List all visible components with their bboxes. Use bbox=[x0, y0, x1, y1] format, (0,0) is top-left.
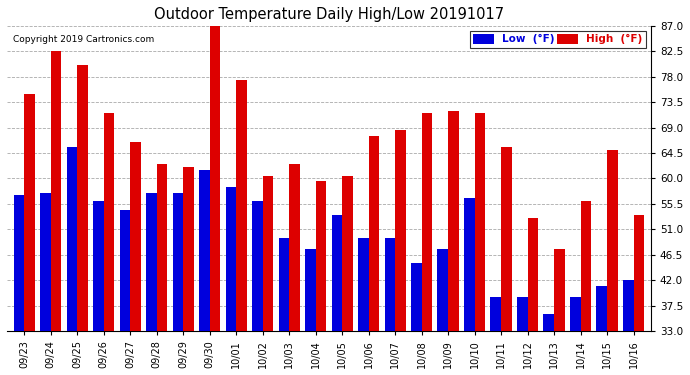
Text: Copyright 2019 Cartronics.com: Copyright 2019 Cartronics.com bbox=[13, 35, 155, 44]
Bar bbox=[475, 114, 485, 331]
Bar bbox=[119, 210, 130, 331]
Bar bbox=[289, 164, 299, 331]
Bar bbox=[448, 111, 459, 331]
Bar bbox=[368, 136, 380, 331]
Bar bbox=[130, 142, 141, 331]
Bar bbox=[607, 150, 618, 331]
Bar bbox=[236, 80, 247, 331]
Bar bbox=[596, 286, 607, 331]
Bar bbox=[66, 147, 77, 331]
Bar bbox=[146, 193, 157, 331]
Bar bbox=[183, 167, 194, 331]
Bar bbox=[570, 297, 580, 331]
Bar bbox=[544, 314, 554, 331]
Bar bbox=[14, 195, 24, 331]
Bar bbox=[50, 51, 61, 331]
Bar bbox=[437, 249, 448, 331]
Title: Outdoor Temperature Daily High/Low 20191017: Outdoor Temperature Daily High/Low 20191… bbox=[154, 7, 504, 22]
Bar bbox=[331, 215, 342, 331]
Bar bbox=[172, 193, 183, 331]
Bar bbox=[411, 263, 422, 331]
Bar bbox=[580, 201, 591, 331]
Bar bbox=[633, 215, 644, 331]
Bar bbox=[395, 130, 406, 331]
Bar bbox=[104, 114, 115, 331]
Bar bbox=[40, 193, 50, 331]
Bar bbox=[199, 170, 210, 331]
Bar bbox=[517, 297, 528, 331]
Bar bbox=[24, 94, 34, 331]
Bar bbox=[263, 176, 273, 331]
Bar bbox=[554, 249, 564, 331]
Bar bbox=[279, 238, 289, 331]
Bar bbox=[210, 20, 220, 331]
Legend: Low  (°F), High  (°F): Low (°F), High (°F) bbox=[470, 31, 646, 48]
Bar bbox=[528, 218, 538, 331]
Bar bbox=[384, 238, 395, 331]
Bar bbox=[93, 201, 104, 331]
Bar bbox=[491, 297, 501, 331]
Bar bbox=[342, 176, 353, 331]
Bar bbox=[464, 198, 475, 331]
Bar bbox=[252, 201, 263, 331]
Bar bbox=[315, 181, 326, 331]
Bar bbox=[501, 147, 512, 331]
Bar bbox=[77, 66, 88, 331]
Bar bbox=[157, 164, 167, 331]
Bar bbox=[226, 187, 236, 331]
Bar bbox=[358, 238, 368, 331]
Bar bbox=[422, 114, 432, 331]
Bar bbox=[623, 280, 633, 331]
Bar bbox=[305, 249, 315, 331]
